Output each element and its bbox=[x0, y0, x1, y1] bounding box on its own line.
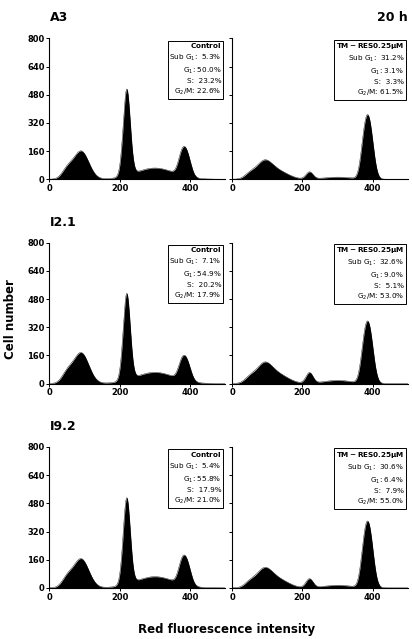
Text: $\mathbf{TM-RES 0.25 μM}$
Sub G$_1$:  32.6%
G$_1$: 9.0%
S:  5.1%
G$_2$/M: 53.0%: $\mathbf{TM-RES 0.25 μM}$ Sub G$_1$: 32.… bbox=[336, 245, 404, 302]
Text: I9.2: I9.2 bbox=[49, 420, 76, 433]
Text: $\mathbf{Control}$
Sub G$_1$:  5.4%
G$_1$: 55.8%
S:  17.9%
G$_2$/M: 21.0%: $\mathbf{Control}$ Sub G$_1$: 5.4% G$_1$… bbox=[169, 450, 222, 506]
Text: $\mathbf{TM-RES 0.25 μM}$
Sub G$_1$:  30.6%
G$_1$: 6.4%
S:  7.9%
G$_2$/M: 55.0%: $\mathbf{TM-RES 0.25 μM}$ Sub G$_1$: 30.… bbox=[336, 450, 404, 507]
Text: 20 h: 20 h bbox=[377, 12, 408, 24]
Text: I2.1: I2.1 bbox=[49, 215, 76, 229]
Text: $\mathbf{Control}$
Sub G$_1$:  5.3%
G$_1$: 50.0%
S:  23.2%
G$_2$/M: 22.6%: $\mathbf{Control}$ Sub G$_1$: 5.3% G$_1$… bbox=[169, 41, 222, 97]
Text: Red fluorescence intensity: Red fluorescence intensity bbox=[138, 623, 315, 636]
Text: Cell number: Cell number bbox=[4, 280, 17, 359]
Text: A3: A3 bbox=[49, 12, 68, 24]
Text: $\mathbf{TM-RES 0.25 μM}$
Sub G$_1$:  31.2%
G$_1$: 3.1%
S:  3.3%
G$_2$/M: 61.5%: $\mathbf{TM-RES 0.25 μM}$ Sub G$_1$: 31.… bbox=[336, 41, 404, 98]
Text: $\mathbf{Control}$
Sub G$_1$:  7.1%
G$_1$: 54.9%
S:  20.2%
G$_2$/M: 17.9%: $\mathbf{Control}$ Sub G$_1$: 7.1% G$_1$… bbox=[169, 245, 222, 302]
